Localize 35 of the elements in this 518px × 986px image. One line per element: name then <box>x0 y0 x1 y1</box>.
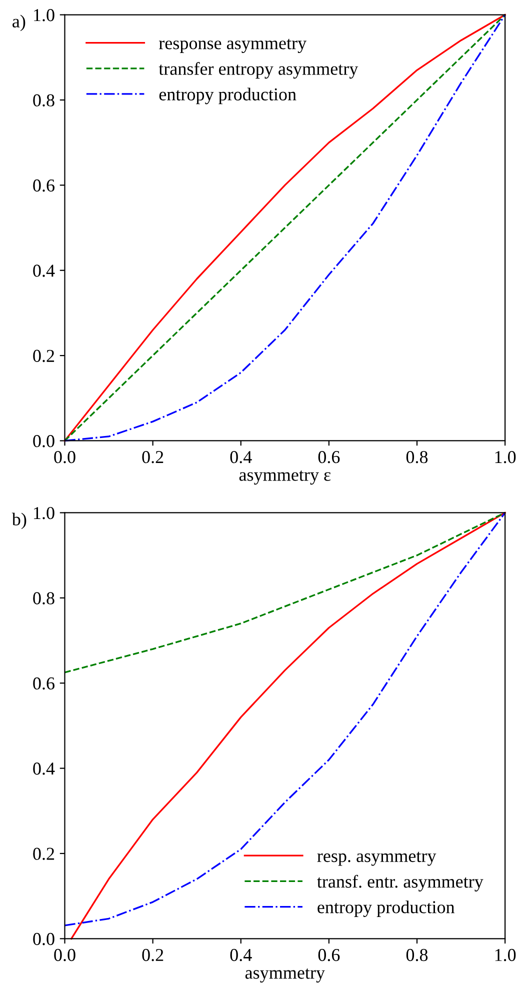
x-tick-label: 1.0 <box>495 948 516 962</box>
y-tick-label: 0.0 <box>33 932 54 946</box>
y-tick-label: 0.8 <box>33 592 54 604</box>
x-tick-label: 0.4 <box>230 450 252 464</box>
x-tick-label: 0.0 <box>54 948 76 962</box>
x-tick-label: 0.6 <box>318 948 340 962</box>
y-tick-label: 0.4 <box>33 264 55 277</box>
x-axis-title: asymmetry <box>245 968 325 983</box>
legend-label: entropy production <box>318 900 455 918</box>
x-tick-label: 0.8 <box>406 450 428 464</box>
y-tick-label: 0.4 <box>33 762 55 775</box>
x-tick-label: 0.6 <box>318 450 340 464</box>
x-tick-label: 0.4 <box>230 948 252 962</box>
text: b) <box>12 512 26 530</box>
y-tick-label: 1.0 <box>34 506 54 520</box>
x-axis-title: asymmetry ε <box>239 470 331 485</box>
x-tick-label: 0.2 <box>142 450 164 464</box>
text: a) <box>12 14 26 32</box>
legend-label: transfer entropy asymmetry <box>158 62 358 79</box>
legend-label: entropy production <box>159 88 296 104</box>
y-tick-label: 0.0 <box>33 435 54 448</box>
y-tick-label: 1.0 <box>34 9 54 22</box>
legend-label: response asymmetry <box>159 38 306 53</box>
x-tick-label: 1.0 <box>495 450 516 464</box>
y-tick-label: 0.2 <box>33 350 54 362</box>
y-tick-label: 0.6 <box>33 677 54 690</box>
x-tick-label: 0.8 <box>406 948 428 962</box>
x-tick-label: 0.2 <box>142 948 164 962</box>
y-tick-label: 0.2 <box>33 848 54 860</box>
line-series <box>64 14 506 442</box>
legend-label: transf. entr. asymmetry <box>317 874 484 892</box>
x-tick-label: 0.0 <box>54 450 76 464</box>
y-tick-label: 0.8 <box>33 94 54 106</box>
legend-label: resp. asymmetry <box>317 852 436 866</box>
y-tick-label: 0.6 <box>33 179 54 192</box>
